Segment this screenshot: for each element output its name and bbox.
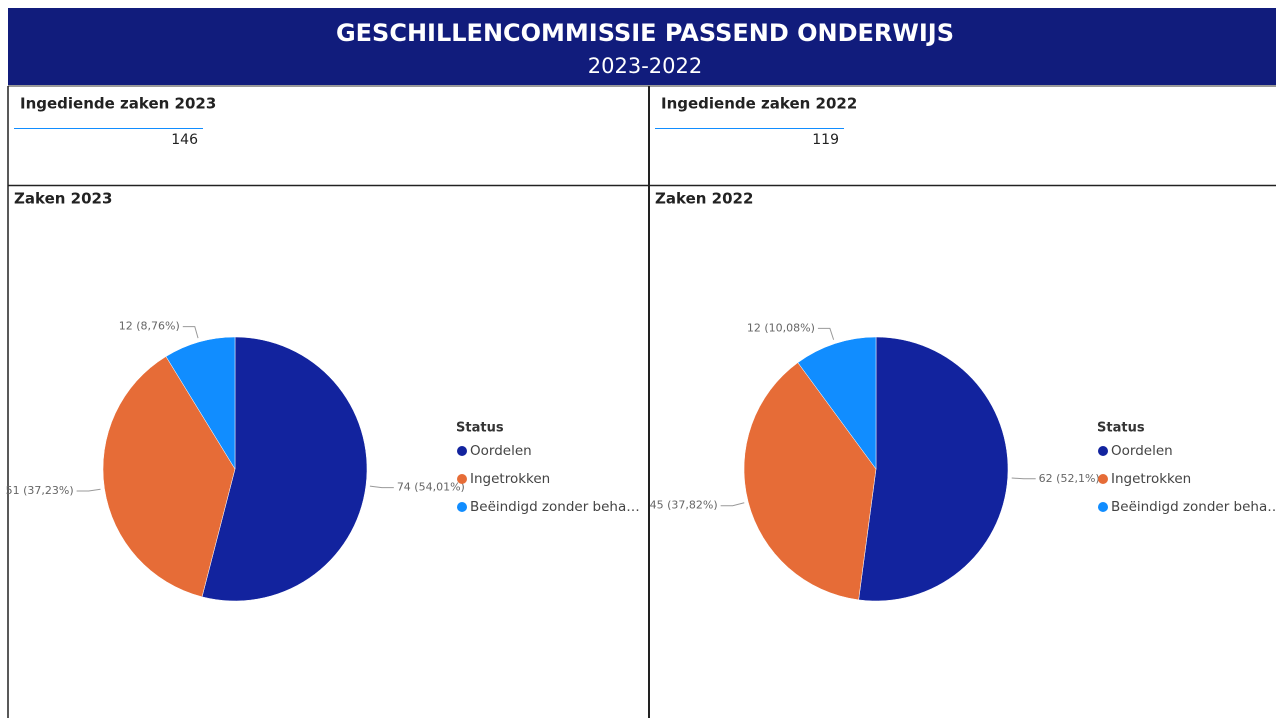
legend-label: Beëindigd zonder beha… <box>470 499 640 515</box>
leader-line <box>182 326 199 339</box>
pie-slice <box>797 336 877 470</box>
data-label: 74 (54,01%) <box>397 481 465 494</box>
data-label: 12 (8,76%) <box>119 320 180 333</box>
legend-label: Ingetrokken <box>1111 471 1191 487</box>
legend-label: Beëindigd zonder beha… <box>1111 499 1276 515</box>
leader-line <box>817 327 835 340</box>
pie-slice <box>201 336 368 602</box>
legend-label: Ingetrokken <box>470 471 550 487</box>
leader-line <box>76 488 101 492</box>
chart-title: Zaken 2022 <box>655 190 753 208</box>
pie-slice <box>858 336 1009 602</box>
header-bar <box>8 8 1276 85</box>
legend-marker <box>457 474 467 484</box>
chart-title: Zaken 2023 <box>14 190 112 208</box>
legend-marker <box>1098 502 1108 512</box>
data-label: 51 (37,23%) <box>6 484 74 497</box>
legend-marker <box>457 502 467 512</box>
legend-title: Status <box>456 421 504 436</box>
legend-label: Oordelen <box>1111 443 1173 459</box>
leader-line <box>1011 477 1036 480</box>
legend-label: Oordelen <box>470 443 532 459</box>
card-label: Ingediende zaken 2023 <box>20 95 216 113</box>
leader-line <box>369 485 394 489</box>
pie-slice <box>102 356 236 598</box>
legend-title: Status <box>1097 421 1145 436</box>
card-label: Ingediende zaken 2022 <box>661 95 857 113</box>
legend-marker <box>1098 474 1108 484</box>
header-title: GESCHILLENCOMMISSIE PASSEND ONDERWIJS <box>336 19 954 47</box>
card-value: 146 <box>171 132 198 148</box>
data-label: 12 (10,08%) <box>747 321 815 334</box>
card-value: 119 <box>812 132 839 148</box>
data-label: 45 (37,82%) <box>650 499 718 512</box>
legend-marker <box>457 446 467 456</box>
leader-line <box>720 502 745 507</box>
legend-marker <box>1098 446 1108 456</box>
data-label: 62 (52,1%) <box>1039 472 1100 485</box>
pie-slice <box>165 336 236 470</box>
header-subtitle: 2023-2022 <box>588 54 702 78</box>
pie-slice <box>743 362 877 601</box>
